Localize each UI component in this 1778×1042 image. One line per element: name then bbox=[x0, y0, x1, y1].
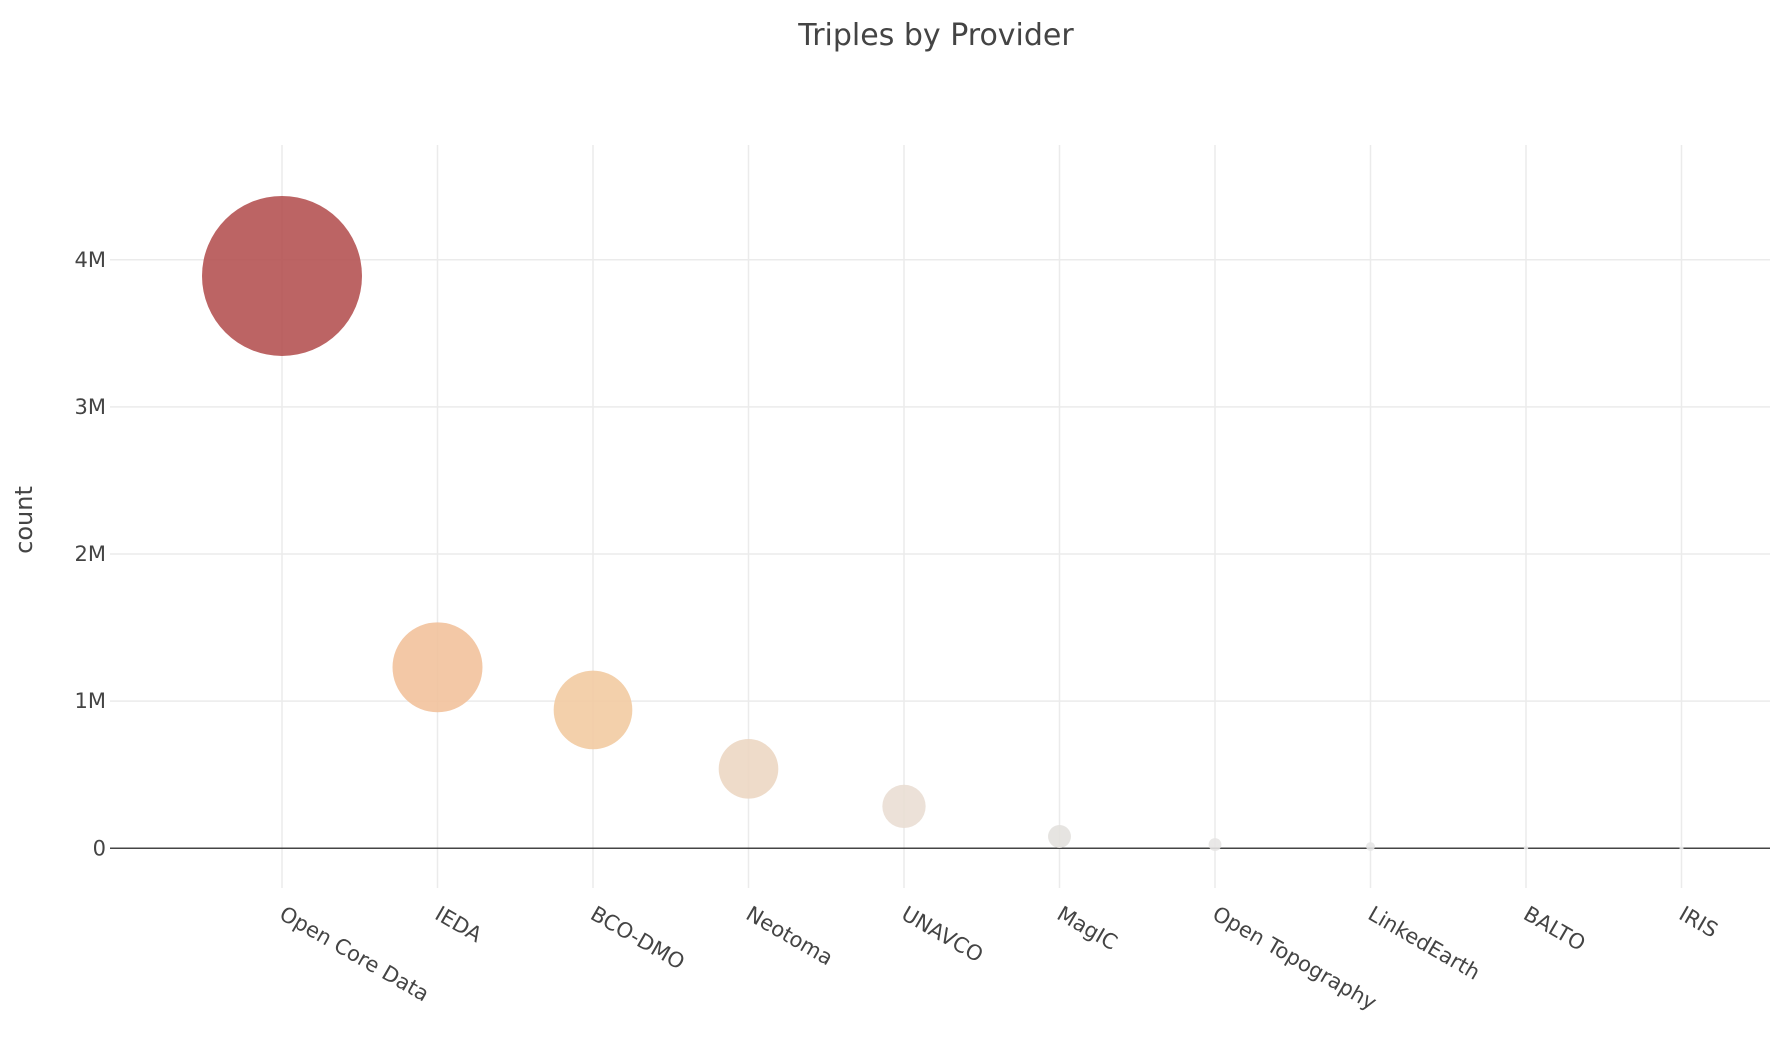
y-axis-label: count bbox=[10, 486, 38, 554]
data-bubble bbox=[392, 622, 483, 713]
x-tick-label: IRIS bbox=[1675, 902, 1722, 943]
x-tick-label: Open Topography bbox=[1209, 902, 1381, 1015]
y-tick-label: 3M bbox=[75, 395, 106, 419]
x-tick-label: UNAVCO bbox=[898, 902, 988, 968]
data-bubble bbox=[1208, 838, 1222, 852]
data-bubbles bbox=[202, 195, 1684, 852]
x-tick-label: IEDA bbox=[431, 902, 487, 948]
y-axis-ticks: 0 1M 2M 3M 4M bbox=[75, 248, 106, 861]
data-bubble bbox=[882, 784, 926, 828]
data-bubble bbox=[202, 195, 362, 356]
data-bubble bbox=[1366, 842, 1375, 851]
y-tick-label: 2M bbox=[75, 542, 106, 566]
x-tick-label: MagIC bbox=[1053, 902, 1121, 955]
y-tick-label: 4M bbox=[75, 248, 106, 272]
data-bubble bbox=[553, 670, 633, 750]
x-tick-label: Open Core Data bbox=[276, 902, 434, 1007]
data-bubble bbox=[718, 739, 779, 799]
chart-title: Triples by Provider bbox=[797, 18, 1074, 53]
x-tick-label: LinkedEarth bbox=[1364, 902, 1484, 985]
y-tick-label: 1M bbox=[75, 689, 106, 713]
grid-lines bbox=[110, 145, 1770, 888]
data-bubble bbox=[1048, 825, 1071, 848]
data-bubble bbox=[1679, 846, 1684, 851]
x-tick-label: BALTO bbox=[1520, 902, 1590, 956]
y-tick-label: 0 bbox=[93, 836, 106, 860]
x-tick-label: Neotoma bbox=[742, 902, 837, 971]
data-bubble bbox=[1523, 845, 1529, 851]
x-tick-label: BCO-DMO bbox=[587, 902, 689, 975]
